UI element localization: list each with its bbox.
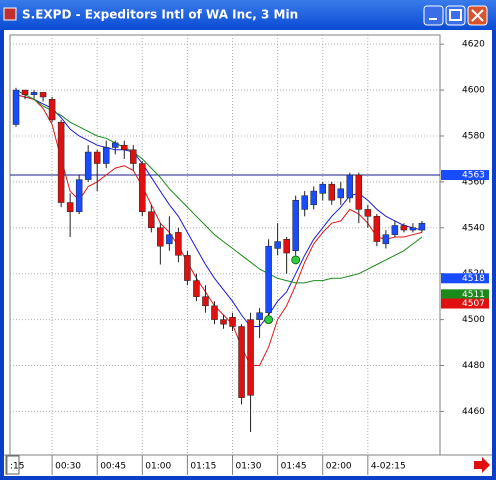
candle-body (111, 142, 119, 148)
candle-body (148, 211, 155, 229)
title-bar (0, 0, 496, 30)
x-tick-label: 00:30 (55, 462, 81, 472)
candle-body (274, 241, 281, 249)
candle-body (166, 234, 173, 245)
x-tick-label: 01:15 (190, 462, 216, 472)
candle-body (121, 144, 128, 151)
y-tick-label: 4600 (462, 86, 485, 96)
close-button[interactable] (467, 5, 488, 26)
x-tick-label: :15 (10, 462, 24, 472)
candle-body (21, 89, 29, 95)
signal-marker (291, 255, 301, 265)
window-title: S.EXPD - Expeditors Intl of WA Inc, 3 Mi… (22, 8, 298, 22)
y-tick-label: 4480 (462, 361, 485, 371)
chart-layer: 446044804500452045404560458046004620:150… (6, 35, 489, 475)
app-icon (3, 7, 17, 21)
candle-body (229, 317, 236, 327)
x-tick-label: 01:00 (145, 462, 171, 472)
price-label-box (441, 170, 489, 180)
x-tick-label: 01:30 (236, 462, 262, 472)
candle-body (238, 326, 245, 398)
candle-body (157, 227, 164, 247)
candle-body (66, 202, 74, 212)
price-label-box (441, 298, 489, 309)
candle-body (382, 234, 390, 245)
candle-body (391, 225, 399, 235)
candle-body (12, 89, 20, 125)
price-label-box (441, 289, 489, 300)
y-tick-label: 4560 (462, 177, 485, 187)
price-label-box (441, 273, 489, 284)
maximize-button[interactable] (445, 5, 466, 26)
y-tick-label: 4460 (462, 407, 485, 417)
y-tick-label: 4500 (462, 315, 485, 325)
candle-body (292, 199, 299, 251)
candle-body (93, 151, 101, 164)
candle-body (265, 245, 272, 313)
candle-body (193, 280, 200, 297)
candle-body (400, 225, 408, 231)
candle-body (409, 227, 417, 231)
candle-body (57, 121, 65, 203)
candle-body (130, 149, 137, 164)
candle-body (39, 92, 47, 98)
candle-body (283, 239, 290, 254)
moving-average-line (15, 94, 423, 327)
candle-body (373, 216, 381, 242)
x-tick-label: 02:00 (326, 462, 352, 472)
candle-body (30, 92, 38, 95)
scroll-box[interactable] (5, 455, 20, 475)
candle-body (139, 163, 146, 212)
y-tick-label: 4540 (462, 223, 485, 233)
candle-body (301, 195, 308, 210)
candle-body (220, 319, 227, 325)
price-label: 4563 (462, 171, 485, 181)
plot-area (9, 34, 441, 456)
candle-body (346, 174, 354, 199)
x-tick-label: 01:45 (281, 462, 307, 472)
candle-body (310, 190, 317, 206)
minimize-button[interactable] (423, 5, 444, 26)
price-label: 4518 (462, 274, 485, 284)
candle-body (48, 99, 56, 121)
candle-body (337, 188, 345, 199)
x-tick-label: 00:45 (100, 462, 126, 472)
price-label: 4507 (462, 299, 485, 309)
candle-body (184, 255, 191, 281)
y-tick-label: 4580 (462, 131, 485, 141)
x-tick-label: 4-02:15 (371, 462, 406, 472)
candle-body (211, 305, 218, 320)
signal-marker (264, 315, 274, 324)
candle-body (75, 179, 83, 212)
candle-body (364, 209, 372, 217)
moving-average-line (15, 89, 423, 284)
candle-body (102, 147, 110, 164)
candle-body (328, 183, 335, 201)
candle-body (175, 232, 182, 256)
moving-average-line (15, 94, 423, 366)
candle-body (418, 222, 426, 231)
candle-body (247, 319, 254, 396)
candle-body (355, 174, 363, 210)
price-label: 4511 (462, 290, 485, 300)
candle-body (202, 296, 209, 307)
candle-body (256, 312, 263, 320)
scroll-arrow[interactable] (474, 457, 490, 473)
candle-body (84, 151, 92, 180)
y-tick-label: 4620 (462, 40, 485, 50)
candle-body (319, 183, 326, 194)
